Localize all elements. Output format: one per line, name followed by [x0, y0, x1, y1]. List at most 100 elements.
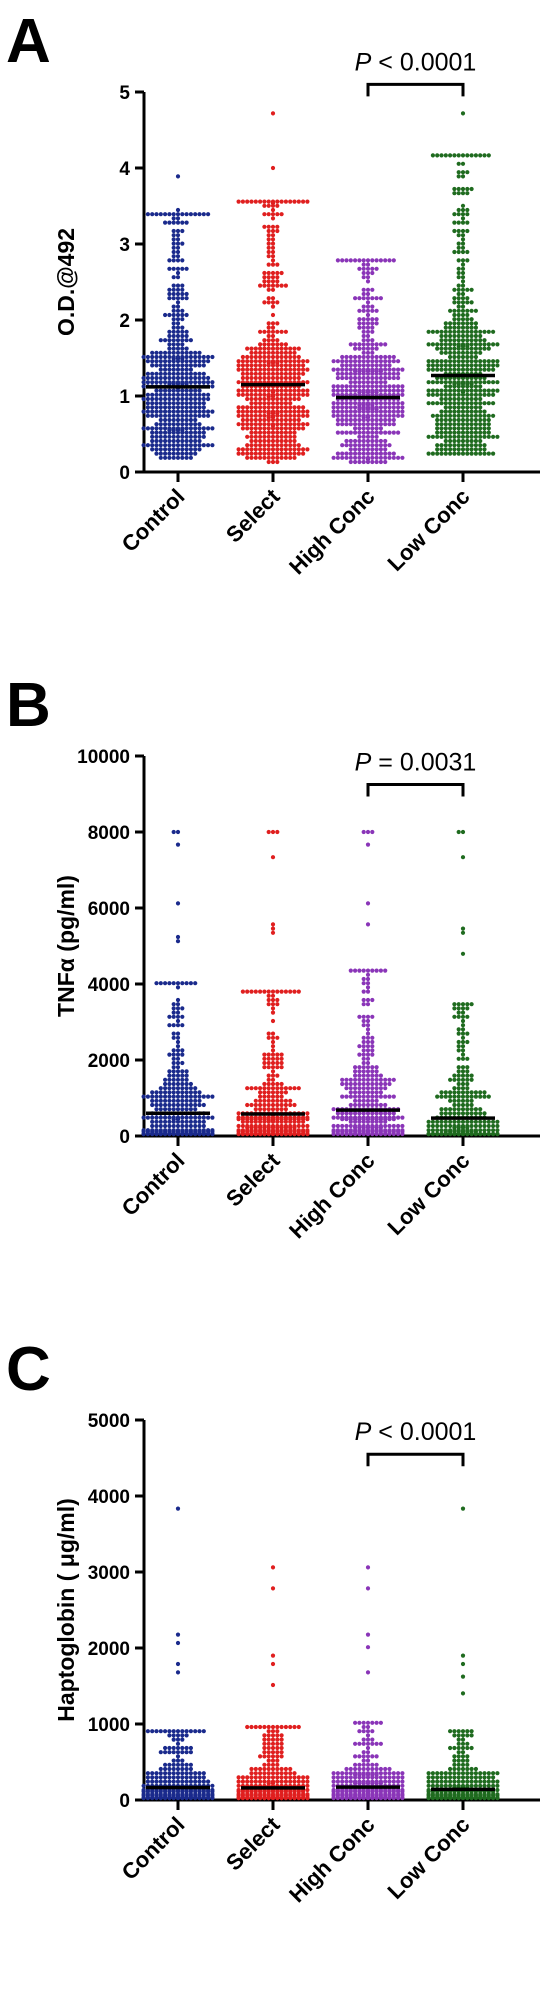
data-point — [439, 1771, 444, 1776]
data-point — [279, 1052, 284, 1057]
data-point — [188, 388, 193, 393]
data-point — [465, 1094, 470, 1099]
y-tick-label: 10000 — [77, 747, 130, 768]
data-point — [460, 1771, 466, 1776]
data-point — [344, 413, 349, 418]
data-point — [469, 153, 474, 158]
data-point — [258, 1754, 263, 1759]
data-point — [201, 1115, 206, 1120]
data-point — [301, 359, 306, 364]
data-point — [370, 997, 375, 1003]
data-point — [335, 388, 340, 393]
data-point — [370, 317, 375, 322]
data-point — [266, 1052, 271, 1057]
data-point — [296, 367, 301, 372]
data-point — [465, 153, 470, 158]
data-point — [452, 1762, 457, 1767]
data-point — [456, 363, 461, 368]
data-point — [460, 1506, 466, 1511]
data-point — [357, 1131, 362, 1137]
data-point — [158, 417, 163, 423]
data-point — [158, 447, 163, 452]
data-point — [145, 392, 150, 397]
data-point — [469, 1090, 474, 1095]
data-point — [473, 438, 478, 444]
data-point — [348, 451, 353, 456]
data-point — [460, 304, 466, 309]
data-point — [296, 417, 301, 423]
data-point — [448, 434, 453, 439]
data-point — [357, 447, 362, 452]
data-point — [180, 1086, 185, 1091]
x-tick-label: Low Conc — [383, 1812, 475, 1904]
data-point — [296, 422, 301, 427]
data-point — [245, 409, 250, 414]
data-point — [296, 443, 301, 448]
data-point — [340, 455, 345, 460]
data-point — [266, 296, 271, 301]
data-point — [150, 363, 155, 368]
data-point — [188, 1119, 193, 1124]
data-point — [154, 1795, 159, 1801]
data-point — [279, 1775, 284, 1780]
data-point — [184, 1081, 189, 1087]
data-point — [275, 417, 280, 423]
data-point — [361, 997, 366, 1003]
data-point — [296, 409, 301, 414]
data-point — [456, 359, 461, 364]
data-point — [175, 317, 181, 322]
data-point — [391, 401, 396, 406]
data-point — [443, 396, 448, 402]
data-point — [270, 434, 276, 439]
data-point — [443, 384, 448, 389]
data-point — [275, 1795, 280, 1801]
data-point — [150, 1123, 155, 1129]
data-point — [443, 1119, 448, 1124]
data-point — [456, 191, 461, 196]
data-point — [171, 396, 176, 402]
data-point — [340, 1094, 345, 1099]
data-point — [473, 1123, 478, 1129]
data-point — [435, 388, 440, 393]
data-point — [184, 401, 189, 406]
data-point — [266, 254, 271, 259]
data-point — [188, 413, 193, 418]
data-point — [180, 981, 185, 986]
data-point — [361, 1090, 366, 1095]
data-point — [426, 1779, 431, 1784]
data-point — [171, 1107, 176, 1112]
data-point — [387, 1123, 392, 1129]
data-point — [478, 430, 483, 435]
data-point — [288, 443, 293, 448]
data-point — [288, 1779, 293, 1784]
data-point — [158, 371, 163, 376]
data-point — [283, 342, 288, 347]
data-point — [374, 384, 379, 389]
data-point — [452, 296, 457, 301]
data-point — [473, 413, 478, 418]
data-point — [460, 384, 466, 389]
data-point — [262, 1745, 267, 1751]
data-point — [283, 371, 288, 376]
data-point — [400, 455, 405, 460]
data-point — [266, 1131, 271, 1137]
y-tick-label: 4000 — [88, 975, 130, 996]
data-point — [378, 459, 383, 465]
data-point — [206, 409, 211, 414]
data-point — [478, 392, 483, 397]
data-point — [167, 1771, 172, 1776]
data-point — [163, 1081, 168, 1087]
data-point — [270, 455, 276, 460]
dot-group-select — [236, 111, 310, 465]
data-point — [253, 405, 258, 410]
data-point — [452, 405, 457, 410]
data-point — [270, 346, 276, 351]
data-point — [266, 1745, 271, 1751]
data-point — [262, 1086, 267, 1091]
data-point — [452, 317, 457, 322]
data-point — [456, 1044, 461, 1049]
data-point — [478, 333, 483, 339]
data-point — [452, 451, 457, 456]
data-point — [348, 367, 353, 372]
data-point — [465, 1131, 470, 1137]
